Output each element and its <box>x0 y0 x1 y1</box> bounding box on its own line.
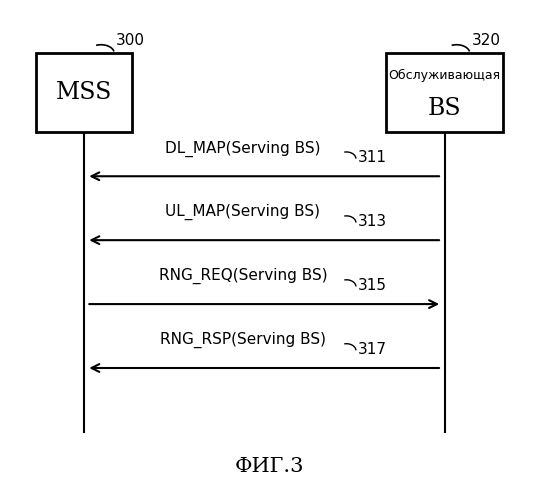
Text: BS: BS <box>428 97 461 120</box>
Text: ФИГ.3: ФИГ.3 <box>235 457 304 476</box>
FancyBboxPatch shape <box>36 54 132 132</box>
Text: 300: 300 <box>116 33 146 48</box>
Text: 313: 313 <box>357 214 386 230</box>
Text: 320: 320 <box>472 33 501 48</box>
Text: MSS: MSS <box>56 81 112 104</box>
FancyBboxPatch shape <box>386 54 503 132</box>
Text: RNG_REQ(Serving BS): RNG_REQ(Serving BS) <box>158 268 327 284</box>
Text: RNG_RSP(Serving BS): RNG_RSP(Serving BS) <box>160 332 326 348</box>
Text: Обслуживающая: Обслуживающая <box>389 69 501 82</box>
Text: 317: 317 <box>357 342 386 357</box>
Text: 315: 315 <box>357 278 386 293</box>
Text: 311: 311 <box>357 150 386 166</box>
Text: UL_MAP(Serving BS): UL_MAP(Serving BS) <box>165 204 321 220</box>
Text: DL_MAP(Serving BS): DL_MAP(Serving BS) <box>165 140 321 156</box>
